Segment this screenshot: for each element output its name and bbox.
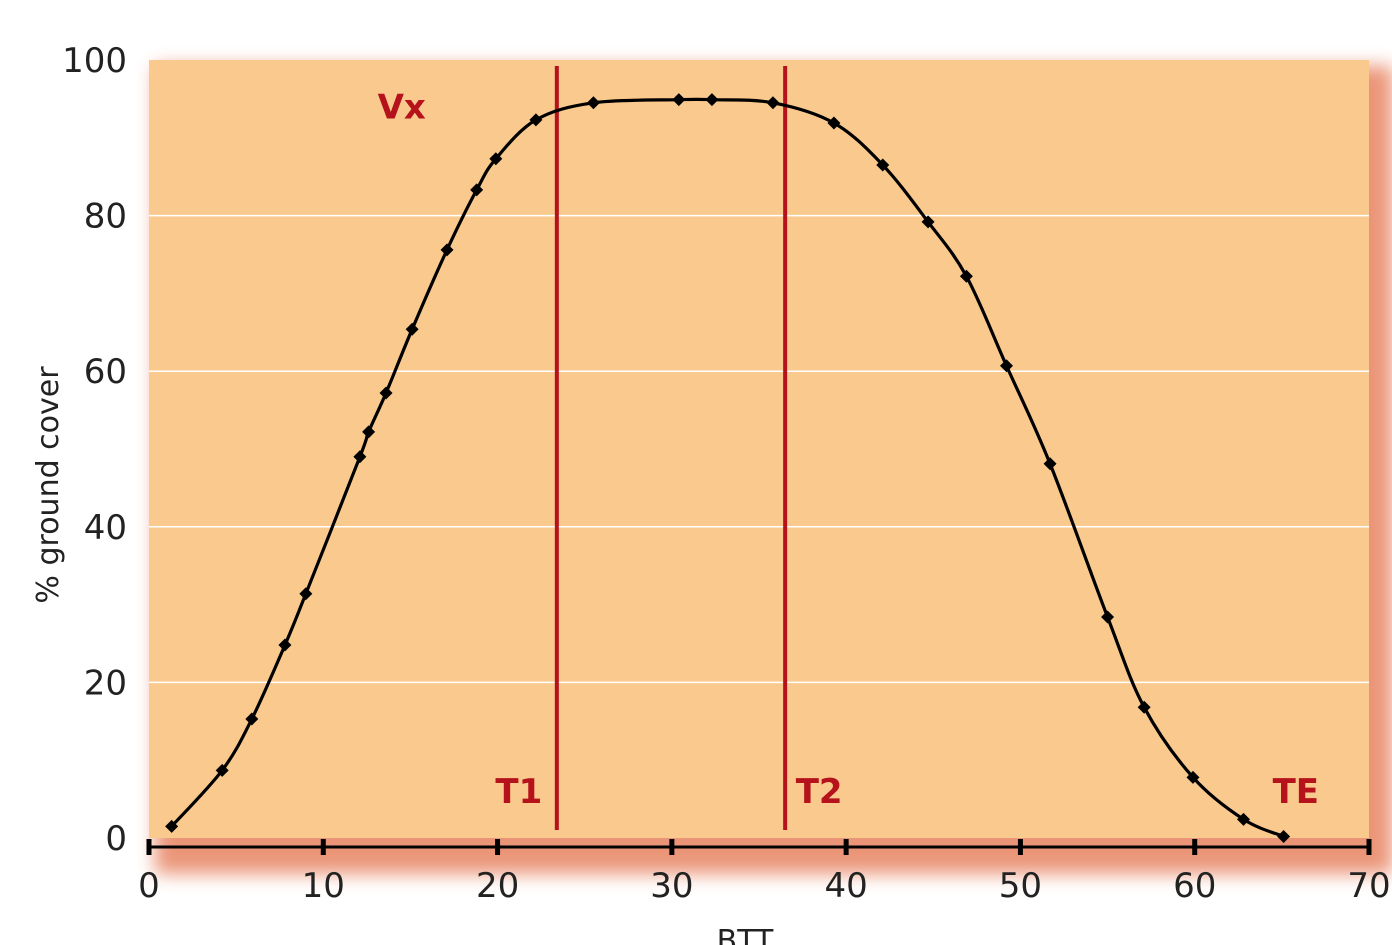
plot-area xyxy=(149,60,1369,838)
data-point-23 xyxy=(1101,610,1115,624)
y-tick-label-20: 20 xyxy=(84,663,127,703)
data-point-24 xyxy=(1137,700,1151,714)
data-point-2 xyxy=(245,712,259,726)
x-axis-title: BTT xyxy=(717,924,774,945)
series-ground-cover xyxy=(165,93,1291,843)
data-point-6 xyxy=(362,425,376,439)
annotation-Vx: Vx xyxy=(378,87,426,127)
marker-label-T1: T1 xyxy=(495,772,542,812)
x-tick-label-20: 20 xyxy=(476,866,519,906)
y-axis-title: % ground cover xyxy=(31,366,66,604)
data-point-15 xyxy=(705,93,719,107)
data-point-5 xyxy=(353,450,367,464)
x-tick-label-0: 0 xyxy=(138,866,160,906)
x-tick-label-70: 70 xyxy=(1347,866,1390,906)
y-tick-label-0: 0 xyxy=(105,819,127,859)
y-tick-label-60: 60 xyxy=(84,352,127,392)
x-tick-label-40: 40 xyxy=(825,866,868,906)
data-point-3 xyxy=(278,638,292,652)
marker-label-T2: T2 xyxy=(796,772,843,812)
annotations: T1 T2 Vx TE xyxy=(378,87,1319,812)
x-tick-label-30: 30 xyxy=(650,866,693,906)
data-point-18 xyxy=(876,158,890,172)
x-tick-label-10: 10 xyxy=(302,866,345,906)
data-point-21 xyxy=(999,359,1013,373)
data-point-11 xyxy=(489,152,503,166)
data-point-8 xyxy=(405,322,419,336)
data-point-14 xyxy=(672,93,686,107)
data-point-9 xyxy=(440,243,454,257)
y-tick-label-80: 80 xyxy=(84,197,127,237)
data-point-17 xyxy=(827,116,841,130)
data-point-25 xyxy=(1186,770,1200,784)
y-tick-label-40: 40 xyxy=(84,508,127,548)
data-point-19 xyxy=(921,215,935,229)
data-point-4 xyxy=(299,587,313,601)
data-point-0 xyxy=(165,819,179,833)
data-point-22 xyxy=(1043,457,1057,471)
gridlines xyxy=(149,214,1369,684)
data-point-27 xyxy=(1277,829,1291,843)
plot-background xyxy=(149,60,1369,838)
x-tick-label-60: 60 xyxy=(1173,866,1216,906)
data-point-16 xyxy=(766,96,780,110)
data-point-12 xyxy=(529,113,543,127)
data-point-1 xyxy=(215,763,229,777)
x-axis: 0 10 20 30 40 50 60 70 xyxy=(138,839,1391,906)
y-axis: 0 20 40 60 80 100 xyxy=(62,41,127,859)
data-point-26 xyxy=(1237,812,1251,826)
x-tick-label-50: 50 xyxy=(999,866,1042,906)
y-tick-label-100: 100 xyxy=(62,41,127,81)
data-point-7 xyxy=(379,386,393,400)
data-point-13 xyxy=(586,96,600,110)
data-point-20 xyxy=(959,269,973,283)
annotation-TE: TE xyxy=(1273,772,1319,812)
data-point-10 xyxy=(470,183,484,197)
series-line xyxy=(170,97,1285,838)
threshold-markers xyxy=(554,66,788,830)
